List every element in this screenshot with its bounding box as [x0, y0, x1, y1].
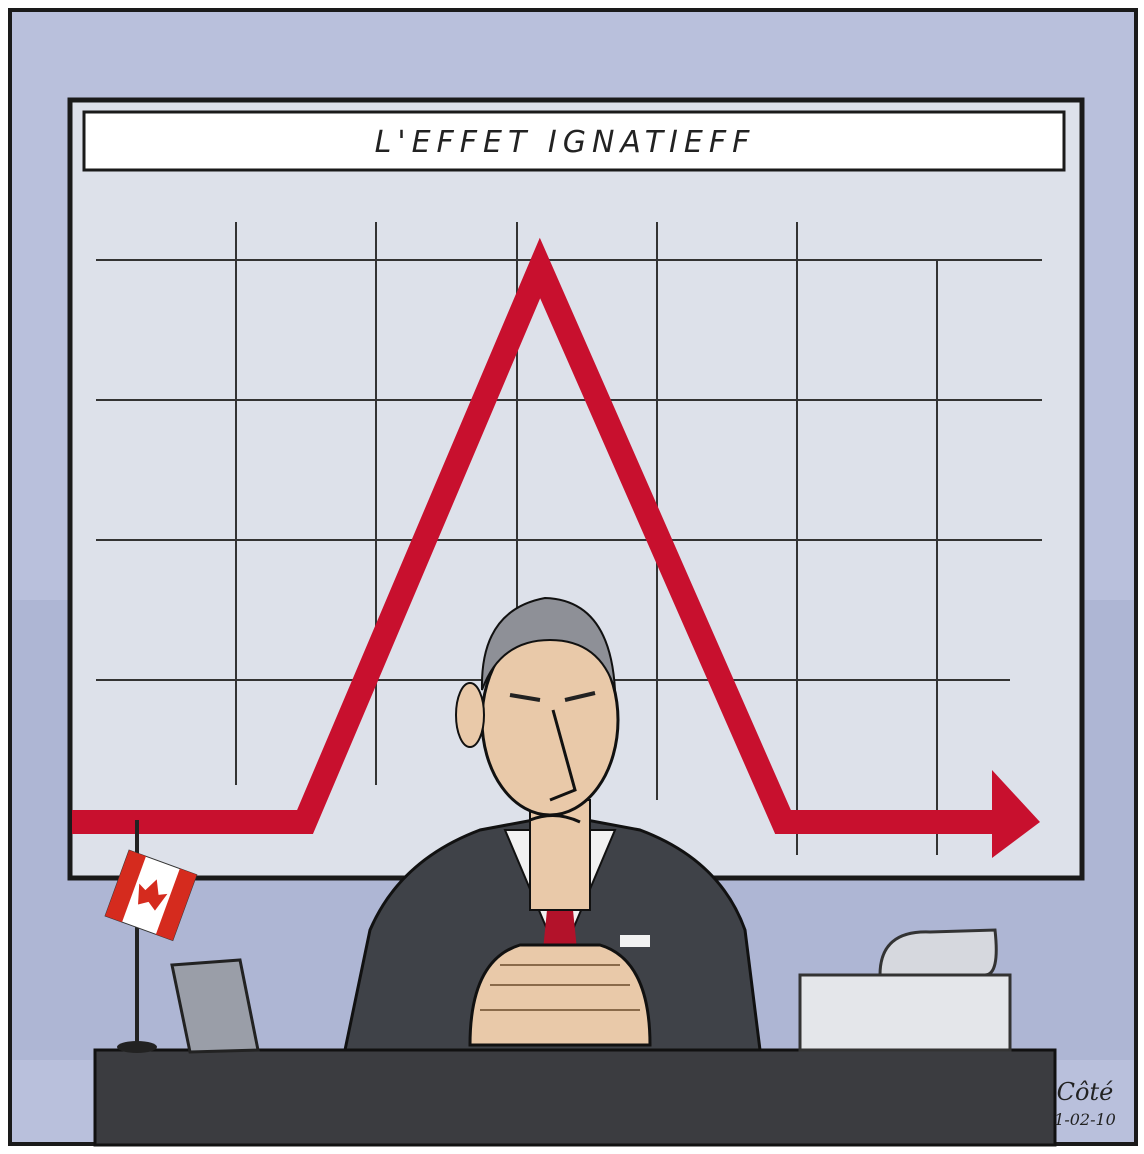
body: L'EFFET IGNATIEFF [0, 0, 1144, 1154]
flag-base [117, 1041, 157, 1053]
hands [470, 945, 650, 1045]
ear [456, 683, 484, 747]
chart-title: L'EFFET IGNATIEFF [375, 125, 756, 160]
desk [95, 1050, 1055, 1145]
signature-date: 1-02-10 [1054, 1110, 1116, 1129]
page: L'effet Ignatieff {"title": "L'EFFET IGN… [0, 0, 1144, 1154]
pocket-square [620, 935, 650, 947]
phone-handset [880, 930, 996, 975]
signature-name: Côté [1057, 1078, 1114, 1106]
cartoon: L'EFFET IGNATIEFF [0, 0, 1144, 1154]
phone-base [800, 975, 1010, 1050]
